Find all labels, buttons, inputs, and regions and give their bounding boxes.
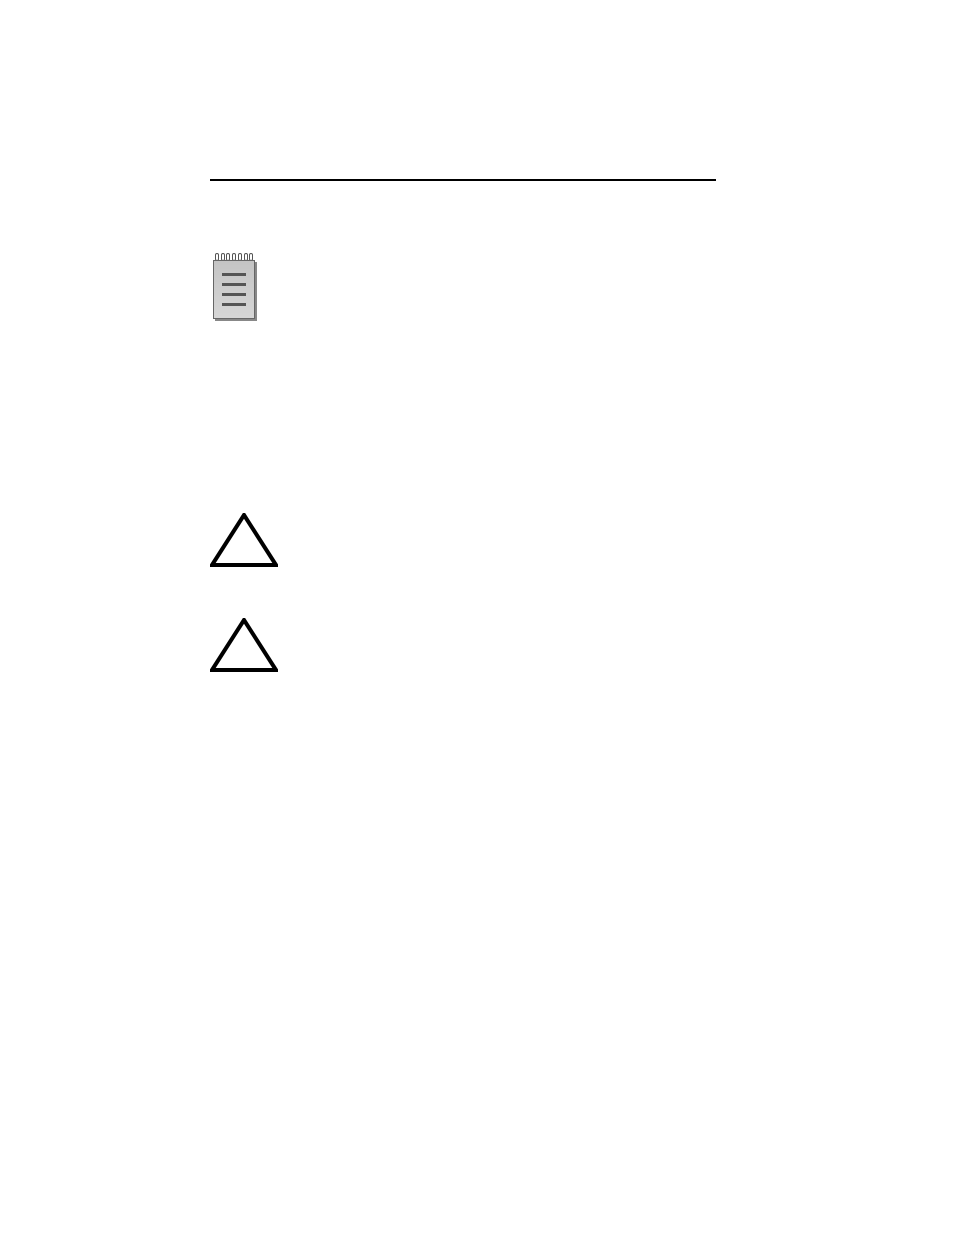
horizontal-rule [210, 179, 716, 181]
note-icon [213, 253, 255, 320]
caution-icon [210, 513, 278, 567]
caution-icon [210, 618, 278, 672]
